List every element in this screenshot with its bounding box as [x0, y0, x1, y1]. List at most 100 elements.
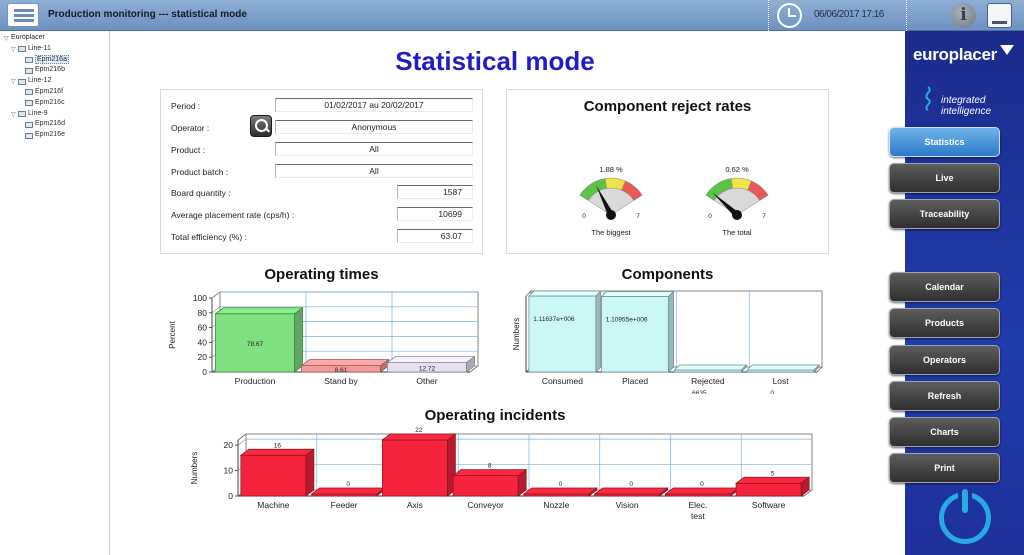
tree-node[interactable]: Epm216a: [0, 54, 109, 66]
nav-button-live[interactable]: Live: [889, 163, 1000, 193]
tree-node[interactable]: Epm216c: [0, 98, 109, 109]
power-icon[interactable]: [939, 487, 991, 544]
gauge-value-label: 0.62 %: [725, 165, 749, 174]
title-separator: [768, 0, 770, 31]
bar: [600, 290, 675, 373]
nav-button-print[interactable]: Print: [889, 453, 1000, 483]
nav-button-traceability[interactable]: Traceability: [889, 199, 1000, 229]
expander-icon[interactable]: ▽: [11, 79, 16, 86]
tree-node[interactable]: Epm216e: [0, 130, 109, 141]
bar: [664, 487, 740, 497]
gauges: 1.88 % 0 7 The biggest 0.62 % 0 7 The total: [579, 165, 769, 237]
x-tick-label: Consumed: [542, 376, 583, 386]
operator-label: Operator :: [171, 123, 210, 133]
tree-node[interactable]: ▽ Line-11: [0, 44, 109, 55]
y-tick-label: 0: [202, 367, 207, 377]
tree-node[interactable]: ▽ Europlacer: [0, 33, 109, 44]
tagline-line-1: integrated: [941, 95, 986, 106]
x-tick-label: Stand by: [324, 376, 358, 386]
tree-node-label: Epm216b: [35, 66, 65, 74]
x-tick-label: Elec. test: [688, 500, 707, 521]
gauge: 0.62 % 0 7 The total: [705, 165, 769, 237]
title-separator: [906, 0, 908, 31]
tree-node-label: Epm216f: [35, 87, 64, 95]
expander-icon[interactable]: ▽: [11, 47, 16, 54]
machine-icon: [25, 132, 33, 139]
y-tick-label: 40: [198, 337, 208, 347]
grid-line: [211, 306, 221, 314]
bar-value-label: 22: [415, 427, 423, 434]
integrated-intelligence-icon: [925, 86, 931, 111]
gauge-needle: [596, 185, 614, 217]
gauge-needle: [712, 192, 740, 218]
bar: [735, 476, 811, 497]
machine-tree: ▽ Europlacer ▽ Line-11 Epm216a Epm216b ▽ Line-1…: [0, 31, 110, 555]
bar: [386, 355, 476, 373]
board-quantity-label: Board quantity :: [171, 188, 231, 198]
tree-node-label: Epm216d: [35, 120, 65, 128]
y-tick-label: 0: [228, 491, 233, 501]
gauge-hub: [606, 210, 616, 220]
operator-field[interactable]: Anonymous: [275, 120, 473, 134]
tree-node[interactable]: Epm216d: [0, 119, 109, 130]
tree-node-label: Line-12: [28, 77, 52, 85]
y-axis-label: Numbers: [190, 452, 199, 484]
x-tick-label: Placed: [622, 376, 648, 386]
bar-value-label: 8.61: [335, 367, 348, 374]
bar: [593, 487, 669, 497]
gauge-min-label: 0: [582, 213, 586, 220]
x-tick-label: Vision: [616, 500, 639, 510]
minimize-icon[interactable]: [987, 3, 1012, 28]
tree-node[interactable]: ▽ Line-12: [0, 76, 109, 87]
bar-value-label: 0: [770, 390, 774, 394]
y-tick-label: 80: [198, 308, 208, 318]
list-menu-icon[interactable]: [7, 3, 39, 27]
tree-node[interactable]: Epm216b: [0, 65, 109, 76]
nav-button-statistics[interactable]: Statistics: [889, 127, 1000, 157]
expander-icon[interactable]: ▽: [11, 111, 16, 118]
gauge-hub: [732, 210, 742, 220]
window-title: Production monitoring --- statistical mo…: [48, 9, 247, 20]
bar-value-label: 0: [346, 481, 350, 488]
board-quantity-value: 1587: [397, 185, 473, 199]
bar-value-label: 6635: [692, 390, 707, 394]
bar: [452, 468, 528, 497]
tree-node[interactable]: ▽ Line-9: [0, 109, 109, 120]
gauge-min-label: 0: [708, 213, 712, 220]
europlacer-logo: europlacer: [913, 45, 997, 64]
info-icon[interactable]: i: [951, 3, 976, 28]
product-field[interactable]: All: [275, 142, 473, 156]
machine-icon: [25, 57, 33, 63]
machine-icon: [25, 67, 33, 74]
nav-button-refresh[interactable]: Refresh: [889, 381, 1000, 411]
line-icon: [18, 110, 26, 117]
tagline-line-2: intelligence: [941, 106, 992, 117]
y-tick-label: 10: [224, 466, 234, 476]
expander-icon[interactable]: ▽: [4, 36, 9, 43]
nav-button-calendar[interactable]: Calendar: [889, 272, 1000, 302]
grid-line: [211, 291, 221, 299]
chart-title: Components: [621, 266, 714, 283]
reject-rates-panel: Component reject rates 1.88 % 0 7 The bigge…: [506, 89, 829, 254]
bar-value-label: 0: [629, 481, 633, 488]
bar: [746, 364, 820, 373]
nav-button-charts[interactable]: Charts: [889, 417, 1000, 447]
nav-button-products[interactable]: Products: [889, 308, 1000, 338]
tree-node[interactable]: Epm216f: [0, 87, 109, 98]
bar: [310, 487, 386, 497]
nav-button-operators[interactable]: Operators: [889, 345, 1000, 375]
gauge-caption: The total: [722, 228, 752, 237]
batch-field[interactable]: All: [275, 164, 473, 178]
title-bar: Production monitoring --- statistical mo…: [0, 0, 1024, 31]
bar-value-label: 1.10955e+006: [606, 316, 648, 323]
tree-node-label: Epm216a: [35, 54, 69, 64]
efficiency-label: Total efficiency (%) :: [171, 232, 247, 242]
efficiency-value: 63.07: [397, 229, 473, 243]
period-field[interactable]: 01/02/2017 au 20/02/2017: [275, 98, 473, 112]
bar-value-label: 0: [700, 481, 704, 488]
operating-times-chart: 0 20 40 60 80 100 Percent 78.67 Production 8.61 St…: [168, 291, 479, 386]
gauge-caption: The biggest: [591, 228, 631, 237]
placement-rate-label: Average placement rate (cps/h) :: [171, 210, 295, 220]
search-icon[interactable]: [250, 115, 272, 137]
